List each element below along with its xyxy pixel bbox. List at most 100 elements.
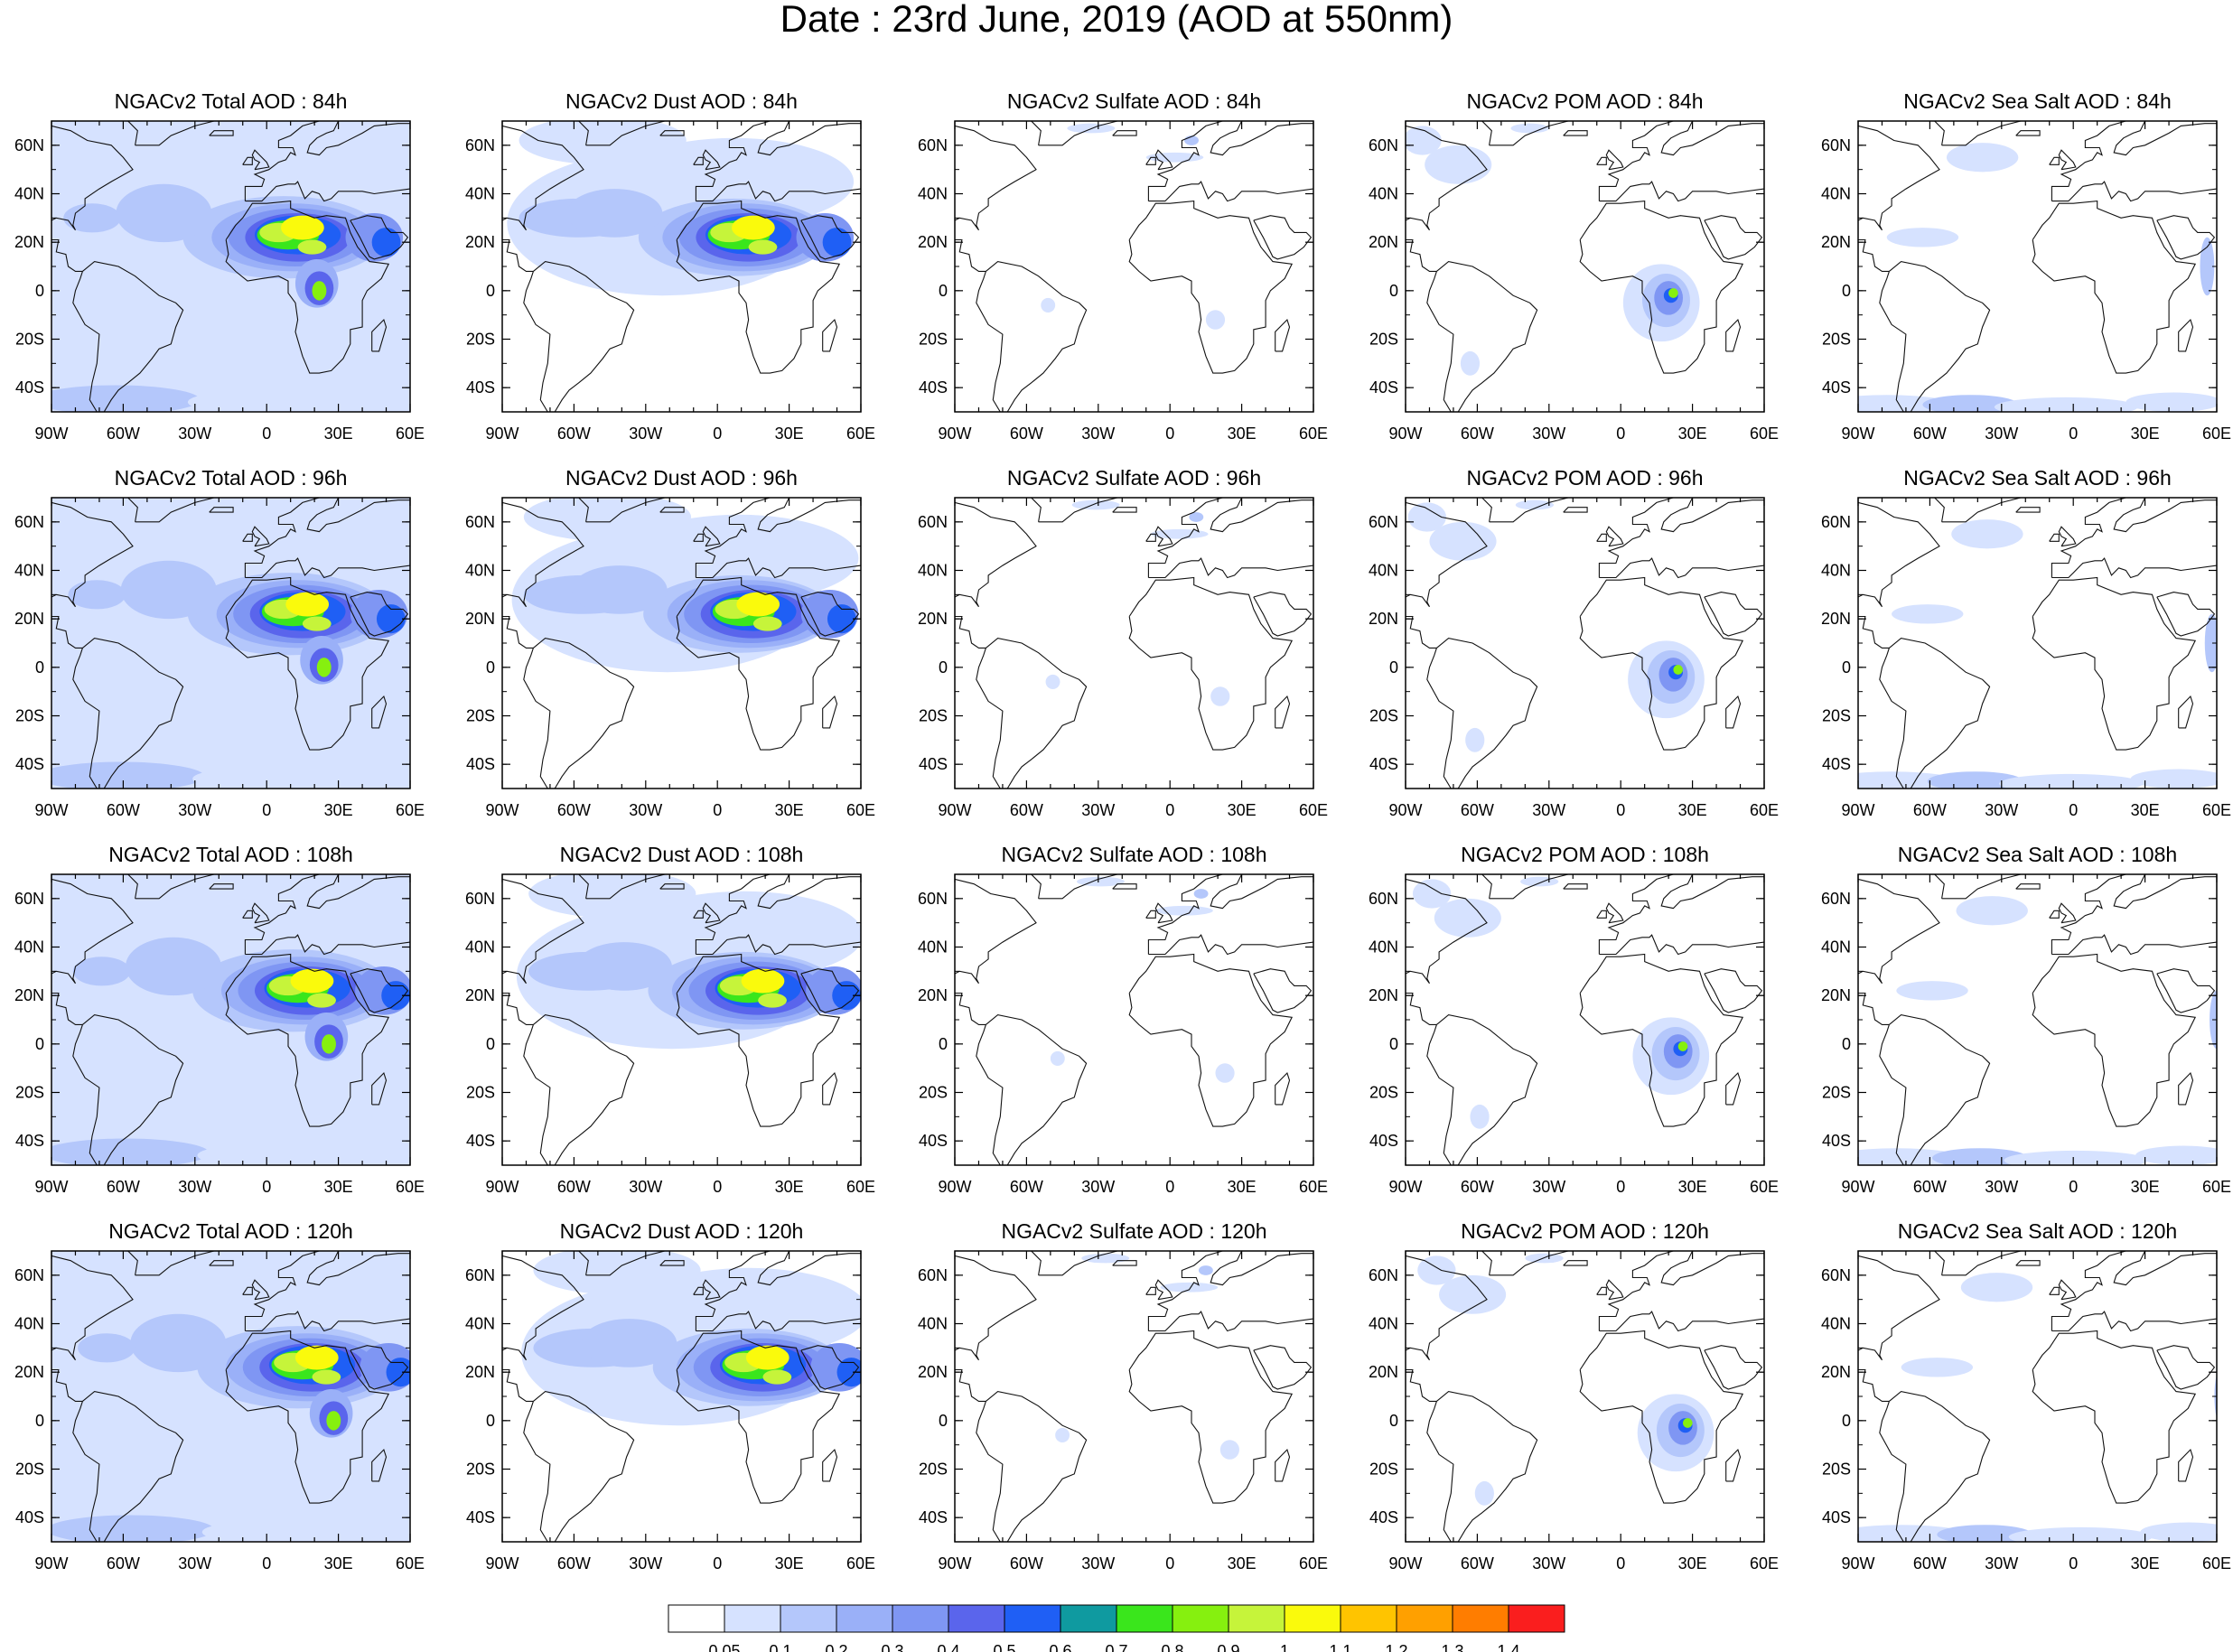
lat-tick-label: 40N bbox=[918, 562, 948, 580]
panel-title: NGACv2 POM AOD : 96h bbox=[1466, 466, 1703, 490]
coastline bbox=[1275, 1071, 1291, 1106]
aod-contour bbox=[1922, 395, 2019, 412]
aod-contour bbox=[1219, 1440, 1239, 1460]
aod-contour bbox=[65, 874, 257, 919]
coastline bbox=[577, 874, 666, 900]
aod-contour bbox=[1515, 499, 1555, 510]
lat-tick-label: 40S bbox=[15, 378, 44, 397]
lon-tick-label: 0 bbox=[713, 425, 722, 443]
lon-tick-label: 90W bbox=[1841, 1554, 1874, 1573]
coastline bbox=[800, 1345, 860, 1390]
lat-tick-label: 20S bbox=[1369, 707, 1398, 725]
coastline bbox=[51, 238, 83, 272]
aod-contour bbox=[72, 957, 131, 986]
aod-contour bbox=[2200, 237, 2215, 296]
aod-contour bbox=[732, 215, 775, 240]
lat-tick-label: 0 bbox=[1842, 658, 1851, 677]
coastline bbox=[1030, 1251, 1118, 1276]
lat-tick-label: 20S bbox=[15, 1084, 44, 1102]
coastline bbox=[695, 121, 861, 202]
coastline bbox=[126, 874, 215, 900]
map-panel: NGACv2 Sulfate AOD : 96h 90W 60W 30W 0 30E 60E… bbox=[918, 466, 1328, 819]
aod-contour bbox=[51, 1515, 214, 1542]
lon-tick-label: 30E bbox=[775, 425, 804, 443]
aod-contour bbox=[1937, 1525, 2033, 1542]
map-panel: NGACv2 Sulfate AOD : 84h 90W 60W 30W 0 30E 60E… bbox=[918, 89, 1328, 443]
lat-tick-label: 60N bbox=[918, 890, 948, 908]
lon-tick-label: 60W bbox=[1010, 425, 1043, 443]
lon-tick-label: 90W bbox=[1388, 1178, 1422, 1196]
lon-tick-label: 60W bbox=[557, 801, 591, 819]
coastline bbox=[1112, 130, 1137, 136]
coastline bbox=[72, 1391, 184, 1542]
coastline bbox=[955, 125, 1037, 231]
coastline bbox=[1275, 1448, 1291, 1482]
aod-contour bbox=[624, 891, 861, 979]
aod-contour bbox=[116, 183, 212, 243]
lon-tick-label: 0 bbox=[1616, 1178, 1625, 1196]
coastline bbox=[2058, 149, 2077, 171]
coastline bbox=[822, 1071, 838, 1106]
lon-tick-label: 60E bbox=[846, 801, 875, 819]
aod-contour bbox=[832, 981, 861, 1011]
coastline bbox=[242, 533, 253, 542]
aod-contour bbox=[51, 761, 205, 789]
lon-tick-label: 0 bbox=[1165, 1178, 1174, 1196]
coastline bbox=[2156, 215, 2216, 260]
lat-tick-label: 40S bbox=[919, 378, 948, 397]
aod-contour bbox=[376, 604, 406, 634]
map-panel: NGACv2 Sea Salt AOD : 96h 90W 60W 30W 0 30E 60… bbox=[1821, 466, 2231, 819]
lat-tick-label: 40N bbox=[1369, 1315, 1398, 1333]
lat-tick-label: 40S bbox=[15, 755, 44, 773]
coastline bbox=[2156, 968, 2216, 1013]
coastline bbox=[251, 526, 270, 547]
coastline bbox=[2051, 1251, 2217, 1332]
aod-contour bbox=[1951, 519, 2023, 549]
aod-contour bbox=[1076, 876, 1125, 887]
lat-tick-label: 20S bbox=[466, 331, 495, 349]
lon-tick-label: 30W bbox=[178, 425, 211, 443]
coastline bbox=[1145, 533, 1156, 542]
coastline bbox=[1579, 576, 1744, 751]
coastline bbox=[1598, 121, 1764, 202]
panel-title: NGACv2 Total AOD : 96h bbox=[115, 466, 348, 490]
coastline bbox=[1858, 1368, 1890, 1402]
lat-tick-label: 20N bbox=[1369, 1363, 1398, 1381]
coastline bbox=[1030, 121, 1118, 146]
aod-contour bbox=[1215, 1063, 1235, 1083]
lon-tick-label: 90W bbox=[938, 801, 971, 819]
map-panel: NGACv2 Total AOD : 96h 90W 60W 30W 0 30E 60E 60… bbox=[14, 466, 425, 819]
coastline bbox=[51, 1368, 83, 1402]
aod-contour bbox=[386, 1358, 410, 1387]
coastline bbox=[2051, 121, 2217, 202]
lon-tick-label: 30W bbox=[629, 1554, 662, 1573]
coastline bbox=[1704, 215, 1763, 260]
aod-contour bbox=[78, 1333, 135, 1363]
map-panel: NGACv2 Dust AOD : 108h 90W 60W 30W 0 30E 60E 60… bbox=[465, 843, 875, 1196]
lon-tick-label: 60E bbox=[1750, 1554, 1779, 1573]
panel-title: NGACv2 POM AOD : 84h bbox=[1466, 89, 1703, 113]
aod-contour bbox=[1210, 686, 1230, 706]
lat-tick-label: 60N bbox=[1821, 1266, 1851, 1284]
coastline bbox=[1426, 638, 1538, 789]
coastline bbox=[2178, 1448, 2194, 1482]
lat-tick-label: 40N bbox=[14, 562, 44, 580]
lat-tick-label: 20S bbox=[1369, 1084, 1398, 1102]
panel-title: NGACv2 Dust AOD : 108h bbox=[560, 843, 804, 866]
coastline bbox=[523, 638, 635, 789]
lon-tick-label: 30W bbox=[1532, 425, 1565, 443]
lat-tick-label: 40S bbox=[919, 1508, 948, 1526]
aod-contour bbox=[322, 1034, 336, 1054]
aod-contour bbox=[1193, 889, 1209, 899]
lat-tick-label: 20N bbox=[465, 1363, 495, 1381]
aod-contour bbox=[371, 228, 401, 257]
coastline bbox=[350, 215, 409, 260]
panel-title: NGACv2 Sea Salt AOD : 84h bbox=[1903, 89, 2172, 113]
coastline bbox=[523, 1014, 635, 1165]
coastline bbox=[2058, 902, 2077, 924]
aod-contour bbox=[1412, 879, 1452, 909]
coastline bbox=[251, 149, 270, 171]
coastline bbox=[955, 1368, 986, 1402]
lat-tick-label: 20S bbox=[15, 707, 44, 725]
coastline bbox=[371, 1071, 388, 1106]
